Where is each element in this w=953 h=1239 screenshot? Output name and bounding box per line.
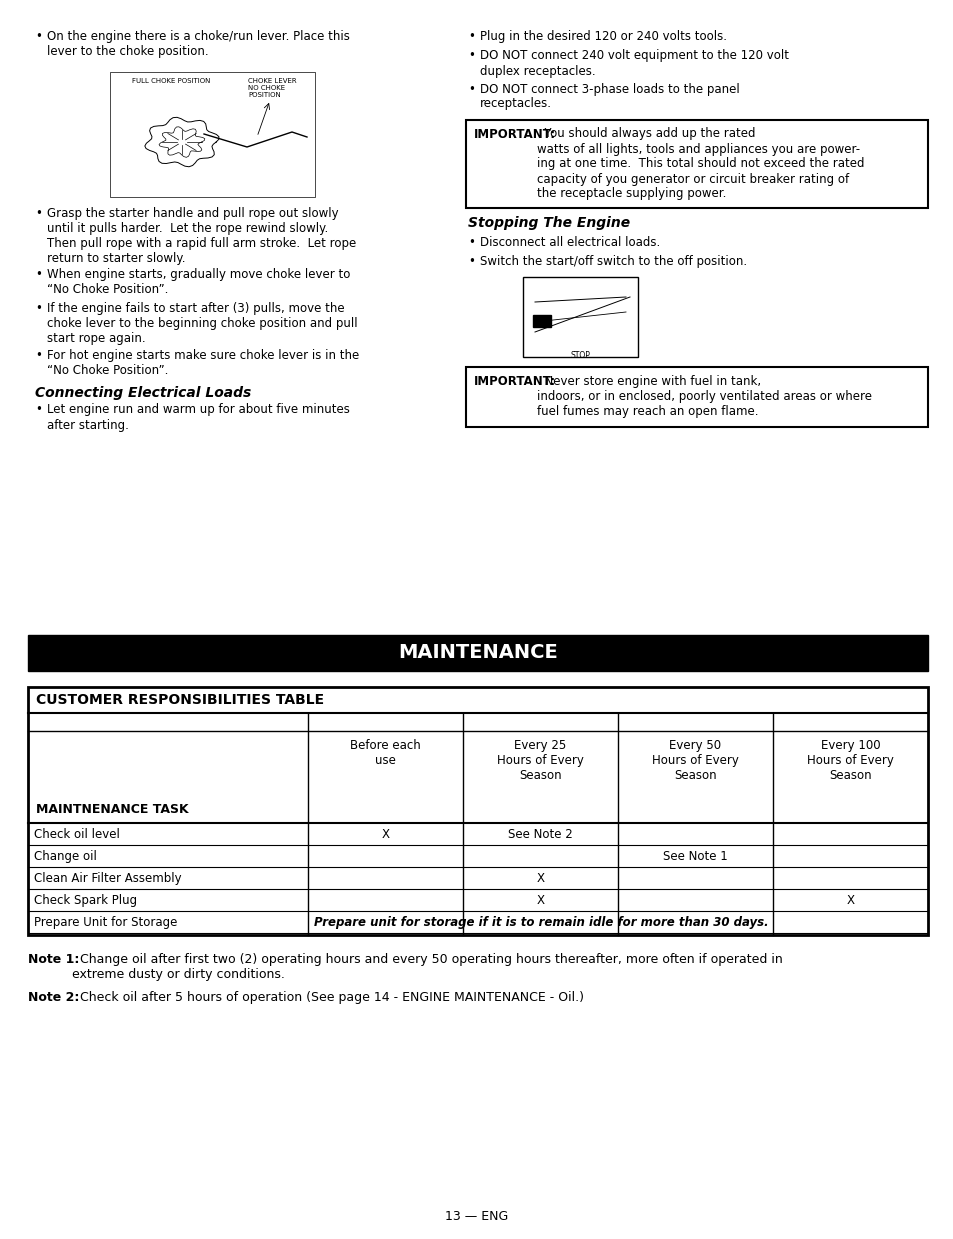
- Text: X: X: [536, 872, 544, 885]
- Text: Clean Air Filter Assembly: Clean Air Filter Assembly: [34, 872, 181, 885]
- Bar: [28, 636, 927, 672]
- Text: See Note 2: See Note 2: [508, 828, 572, 841]
- Text: STOP: STOP: [570, 351, 589, 361]
- Bar: [465, 119, 927, 208]
- Text: Every 50
Hours of Every
Season: Every 50 Hours of Every Season: [652, 738, 739, 782]
- Text: Connecting Electrical Loads: Connecting Electrical Loads: [35, 385, 251, 399]
- Text: You should always add up the rated
watts of all lights, tools and appliances you: You should always add up the rated watts…: [537, 128, 863, 201]
- Text: Note 2:: Note 2:: [28, 991, 79, 1004]
- Text: When engine starts, gradually move choke lever to
“No Choke Position”.: When engine starts, gradually move choke…: [47, 268, 350, 296]
- Text: •: •: [35, 207, 42, 221]
- Text: •: •: [468, 254, 475, 268]
- Text: CHOKE LEVER
NO CHOKE
POSITION: CHOKE LEVER NO CHOKE POSITION: [248, 78, 296, 98]
- Text: •: •: [35, 404, 42, 416]
- Bar: [533, 315, 551, 327]
- Text: DO NOT connect 240 volt equipment to the 120 volt
duplex receptacles.: DO NOT connect 240 volt equipment to the…: [479, 50, 788, 78]
- Bar: [522, 278, 638, 357]
- Text: MAINTNENANCE TASK: MAINTNENANCE TASK: [36, 803, 189, 817]
- Text: Never store engine with fuel in tank,
indoors, or in enclosed, poorly ventilated: Never store engine with fuel in tank, in…: [537, 375, 871, 418]
- Text: •: •: [468, 235, 475, 249]
- Text: X: X: [845, 895, 854, 907]
- Text: Check oil level: Check oil level: [34, 828, 120, 841]
- Bar: [28, 686, 927, 935]
- Text: See Note 1: See Note 1: [662, 850, 727, 864]
- Text: MAINTENANCE: MAINTENANCE: [397, 643, 558, 662]
- Text: Stopping The Engine: Stopping The Engine: [468, 216, 630, 230]
- Text: If the engine fails to start after (3) pulls, move the
choke lever to the beginn: If the engine fails to start after (3) p…: [47, 302, 357, 344]
- Text: Every 25
Hours of Every
Season: Every 25 Hours of Every Season: [497, 738, 583, 782]
- Text: FULL CHOKE POSITION: FULL CHOKE POSITION: [132, 78, 211, 84]
- Text: Before each
use: Before each use: [350, 738, 420, 767]
- Text: Check oil after 5 hours of operation (See page 14 - ENGINE MAINTENANCE - Oil.): Check oil after 5 hours of operation (Se…: [71, 991, 583, 1004]
- Text: Check Spark Plug: Check Spark Plug: [34, 895, 137, 907]
- Text: X: X: [536, 895, 544, 907]
- Text: Note 1:: Note 1:: [28, 953, 79, 966]
- Text: 13 — ENG: 13 — ENG: [445, 1211, 508, 1223]
- Text: CUSTOMER RESPONSIBILITIES TABLE: CUSTOMER RESPONSIBILITIES TABLE: [36, 693, 324, 707]
- Text: Disconnect all electrical loads.: Disconnect all electrical loads.: [479, 235, 659, 249]
- Bar: [465, 367, 927, 426]
- Text: Plug in the desired 120 or 240 volts tools.: Plug in the desired 120 or 240 volts too…: [479, 30, 726, 43]
- Text: Prepare Unit for Storage: Prepare Unit for Storage: [34, 916, 177, 929]
- Text: •: •: [35, 268, 42, 281]
- Text: On the engine there is a choke/run lever. Place this
lever to the choke position: On the engine there is a choke/run lever…: [47, 30, 350, 58]
- Text: •: •: [468, 83, 475, 95]
- Text: •: •: [35, 30, 42, 43]
- Text: X: X: [381, 828, 389, 841]
- Text: •: •: [35, 349, 42, 363]
- Text: Switch the start/off switch to the off position.: Switch the start/off switch to the off p…: [479, 254, 746, 268]
- Text: •: •: [35, 302, 42, 315]
- Text: Prepare unit for storage if it is to remain idle for more than 30 days.: Prepare unit for storage if it is to rem…: [314, 916, 768, 929]
- Text: IMPORTANT:: IMPORTANT:: [474, 375, 556, 388]
- Text: Grasp the starter handle and pull rope out slowly
until it pulls harder.  Let th: Grasp the starter handle and pull rope o…: [47, 207, 355, 265]
- Text: •: •: [468, 30, 475, 43]
- Bar: [110, 72, 314, 197]
- Text: DO NOT connect 3-phase loads to the panel
receptacles.: DO NOT connect 3-phase loads to the pane…: [479, 83, 739, 110]
- Text: •: •: [468, 50, 475, 62]
- Text: Change oil after first two (2) operating hours and every 50 operating hours ther: Change oil after first two (2) operating…: [71, 953, 781, 981]
- Text: IMPORTANT:: IMPORTANT:: [474, 128, 556, 140]
- Text: Change oil: Change oil: [34, 850, 97, 864]
- Text: Let engine run and warm up for about five minutes
after starting.: Let engine run and warm up for about fiv…: [47, 404, 350, 431]
- Text: For hot engine starts make sure choke lever is in the
“No Choke Position”.: For hot engine starts make sure choke le…: [47, 349, 359, 378]
- Text: Every 100
Hours of Every
Season: Every 100 Hours of Every Season: [806, 738, 893, 782]
